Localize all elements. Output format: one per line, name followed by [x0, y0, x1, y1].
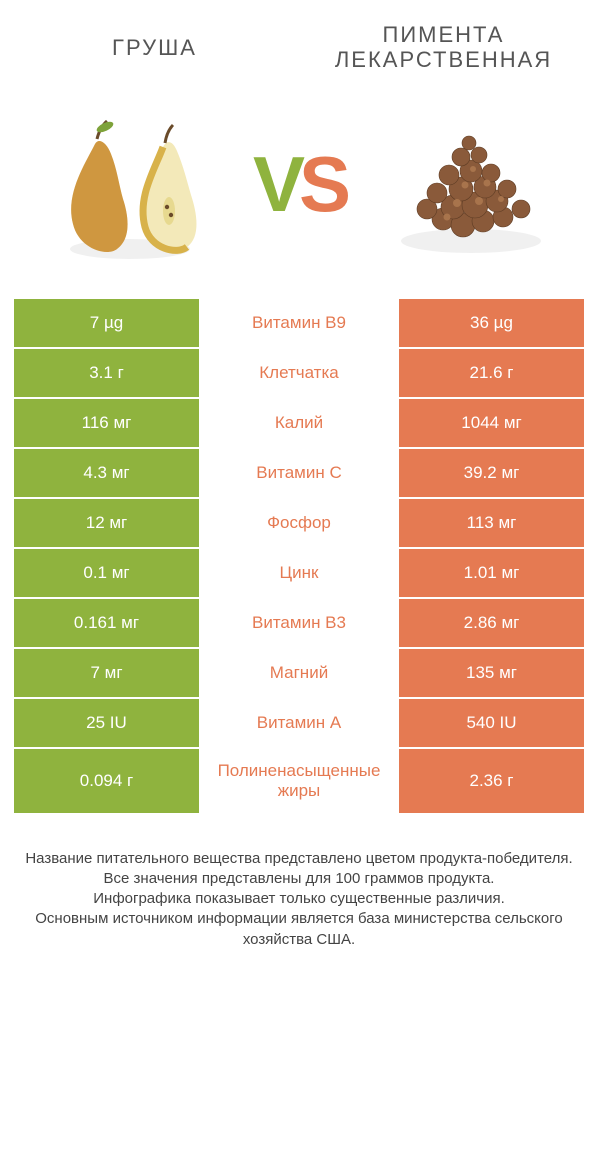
vs-label: VS [247, 145, 351, 223]
nutrient-name: Фосфор [199, 499, 399, 547]
title-right: ПИМЕНТА ЛЕКАРСТВЕННАЯ [299, 22, 588, 73]
table-row: 4.3 мгВитамин C39.2 мг [14, 449, 584, 497]
left-value: 7 µg [14, 299, 199, 347]
right-value: 21.6 г [399, 349, 584, 397]
left-value: 0.1 мг [14, 549, 199, 597]
right-value: 39.2 мг [399, 449, 584, 497]
footnote: Название питательного вещества представл… [0, 815, 598, 980]
nutrient-name: Витамин B9 [199, 299, 399, 347]
left-value: 7 мг [14, 649, 199, 697]
table-row: 12 мгФосфор113 мг [14, 499, 584, 547]
left-value: 25 IU [14, 699, 199, 747]
left-value: 3.1 г [14, 349, 199, 397]
nutrient-name: Витамин B3 [199, 599, 399, 647]
table-row: 7 µgВитамин B936 µg [14, 299, 584, 347]
right-value: 1.01 мг [399, 549, 584, 597]
nutrient-name: Полиненасыщенные жиры [199, 749, 399, 813]
images-row: VS [0, 79, 598, 299]
title-left: ГРУША [10, 35, 299, 60]
vs-s: S [299, 140, 345, 228]
left-value: 12 мг [14, 499, 199, 547]
product-image-right [351, 99, 584, 269]
right-value: 540 IU [399, 699, 584, 747]
nutrient-name: Витамин C [199, 449, 399, 497]
nutrient-name: Магний [199, 649, 399, 697]
table-row: 3.1 гКлетчатка21.6 г [14, 349, 584, 397]
left-value: 4.3 мг [14, 449, 199, 497]
titles-row: ГРУША ПИМЕНТА ЛЕКАРСТВЕННАЯ [0, 0, 598, 79]
table-row: 0.161 мгВитамин B32.86 мг [14, 599, 584, 647]
comparison-infographic: ГРУША ПИМЕНТА ЛЕКАРСТВЕННАЯ VS [0, 0, 598, 980]
right-value: 36 µg [399, 299, 584, 347]
table-row: 0.1 мгЦинк1.01 мг [14, 549, 584, 597]
right-value: 135 мг [399, 649, 584, 697]
table-row: 116 мгКалий1044 мг [14, 399, 584, 447]
left-value: 116 мг [14, 399, 199, 447]
right-value: 113 мг [399, 499, 584, 547]
nutrient-name: Цинк [199, 549, 399, 597]
right-value: 2.86 мг [399, 599, 584, 647]
nutrient-name: Витамин A [199, 699, 399, 747]
table-row: 25 IUВитамин A540 IU [14, 699, 584, 747]
nutrient-name: Калий [199, 399, 399, 447]
vs-v: V [253, 140, 299, 228]
table-row: 0.094 гПолиненасыщенные жиры2.36 г [14, 749, 584, 813]
nutrient-name: Клетчатка [199, 349, 399, 397]
footnote-text: Название питательного вещества представл… [25, 850, 572, 948]
right-value: 1044 мг [399, 399, 584, 447]
left-value: 0.094 г [14, 749, 199, 813]
product-image-left [14, 99, 247, 269]
right-value: 2.36 г [399, 749, 584, 813]
comparison-table: 7 µgВитамин B936 µg3.1 гКлетчатка21.6 г1… [0, 299, 598, 813]
left-value: 0.161 мг [14, 599, 199, 647]
table-row: 7 мгМагний135 мг [14, 649, 584, 697]
